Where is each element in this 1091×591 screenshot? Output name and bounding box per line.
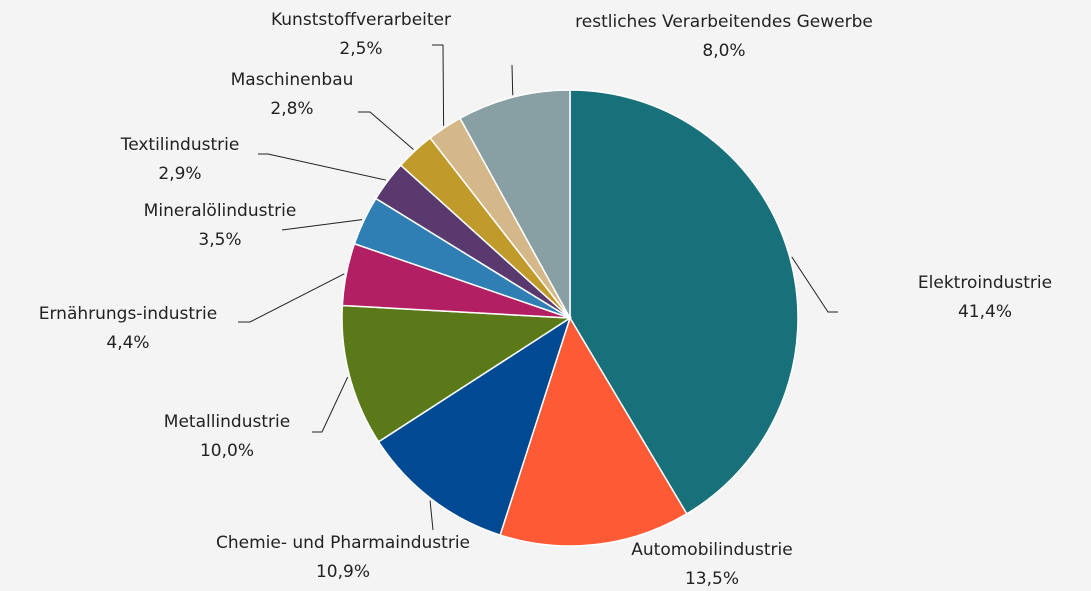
slice-value: 4,4% bbox=[106, 333, 149, 353]
slice-label: Ernährungs-industrie bbox=[39, 304, 217, 324]
slice-label: Kunststoffverarbeiter bbox=[271, 10, 451, 30]
slice-value: 2,5% bbox=[339, 39, 382, 59]
leader-line bbox=[281, 219, 363, 231]
pie-slice bbox=[499, 316, 688, 547]
slice-value: 2,8% bbox=[270, 99, 313, 119]
slice-value: 10,9% bbox=[316, 562, 370, 582]
slice-value: 41,4% bbox=[958, 302, 1012, 322]
slice-value: 8,0% bbox=[702, 41, 745, 61]
slice-value: 13,5% bbox=[685, 569, 739, 589]
slice-value: 10,0% bbox=[200, 441, 254, 461]
leader-line bbox=[791, 256, 838, 313]
leader-line bbox=[312, 376, 349, 433]
slice-value: 2,9% bbox=[158, 164, 201, 184]
slice-label: Metallindustrie bbox=[164, 412, 290, 432]
leader-line bbox=[429, 500, 434, 531]
pie-slice bbox=[569, 89, 799, 515]
pie-slice bbox=[459, 89, 571, 319]
slice-value: 3,5% bbox=[198, 230, 241, 250]
slice-label: restliches Verarbeitendes Gewerbe bbox=[575, 12, 873, 32]
slice-label: Maschinenbau bbox=[231, 70, 354, 90]
slice-label: Elektroindustrie bbox=[918, 273, 1052, 293]
pie-slice bbox=[341, 304, 573, 443]
leader-line bbox=[511, 64, 514, 96]
slice-label: Mineralölindustrie bbox=[144, 201, 297, 221]
leader-line bbox=[358, 111, 414, 150]
slice-label: Textilindustrie bbox=[120, 135, 240, 155]
leader-line bbox=[258, 153, 387, 181]
leader-line bbox=[432, 44, 445, 126]
slice-label: Chemie- und Pharmaindustrie bbox=[216, 533, 470, 553]
slice-label: Automobilindustrie bbox=[631, 540, 792, 560]
pie-slice bbox=[377, 316, 572, 536]
leader-line bbox=[238, 273, 345, 323]
